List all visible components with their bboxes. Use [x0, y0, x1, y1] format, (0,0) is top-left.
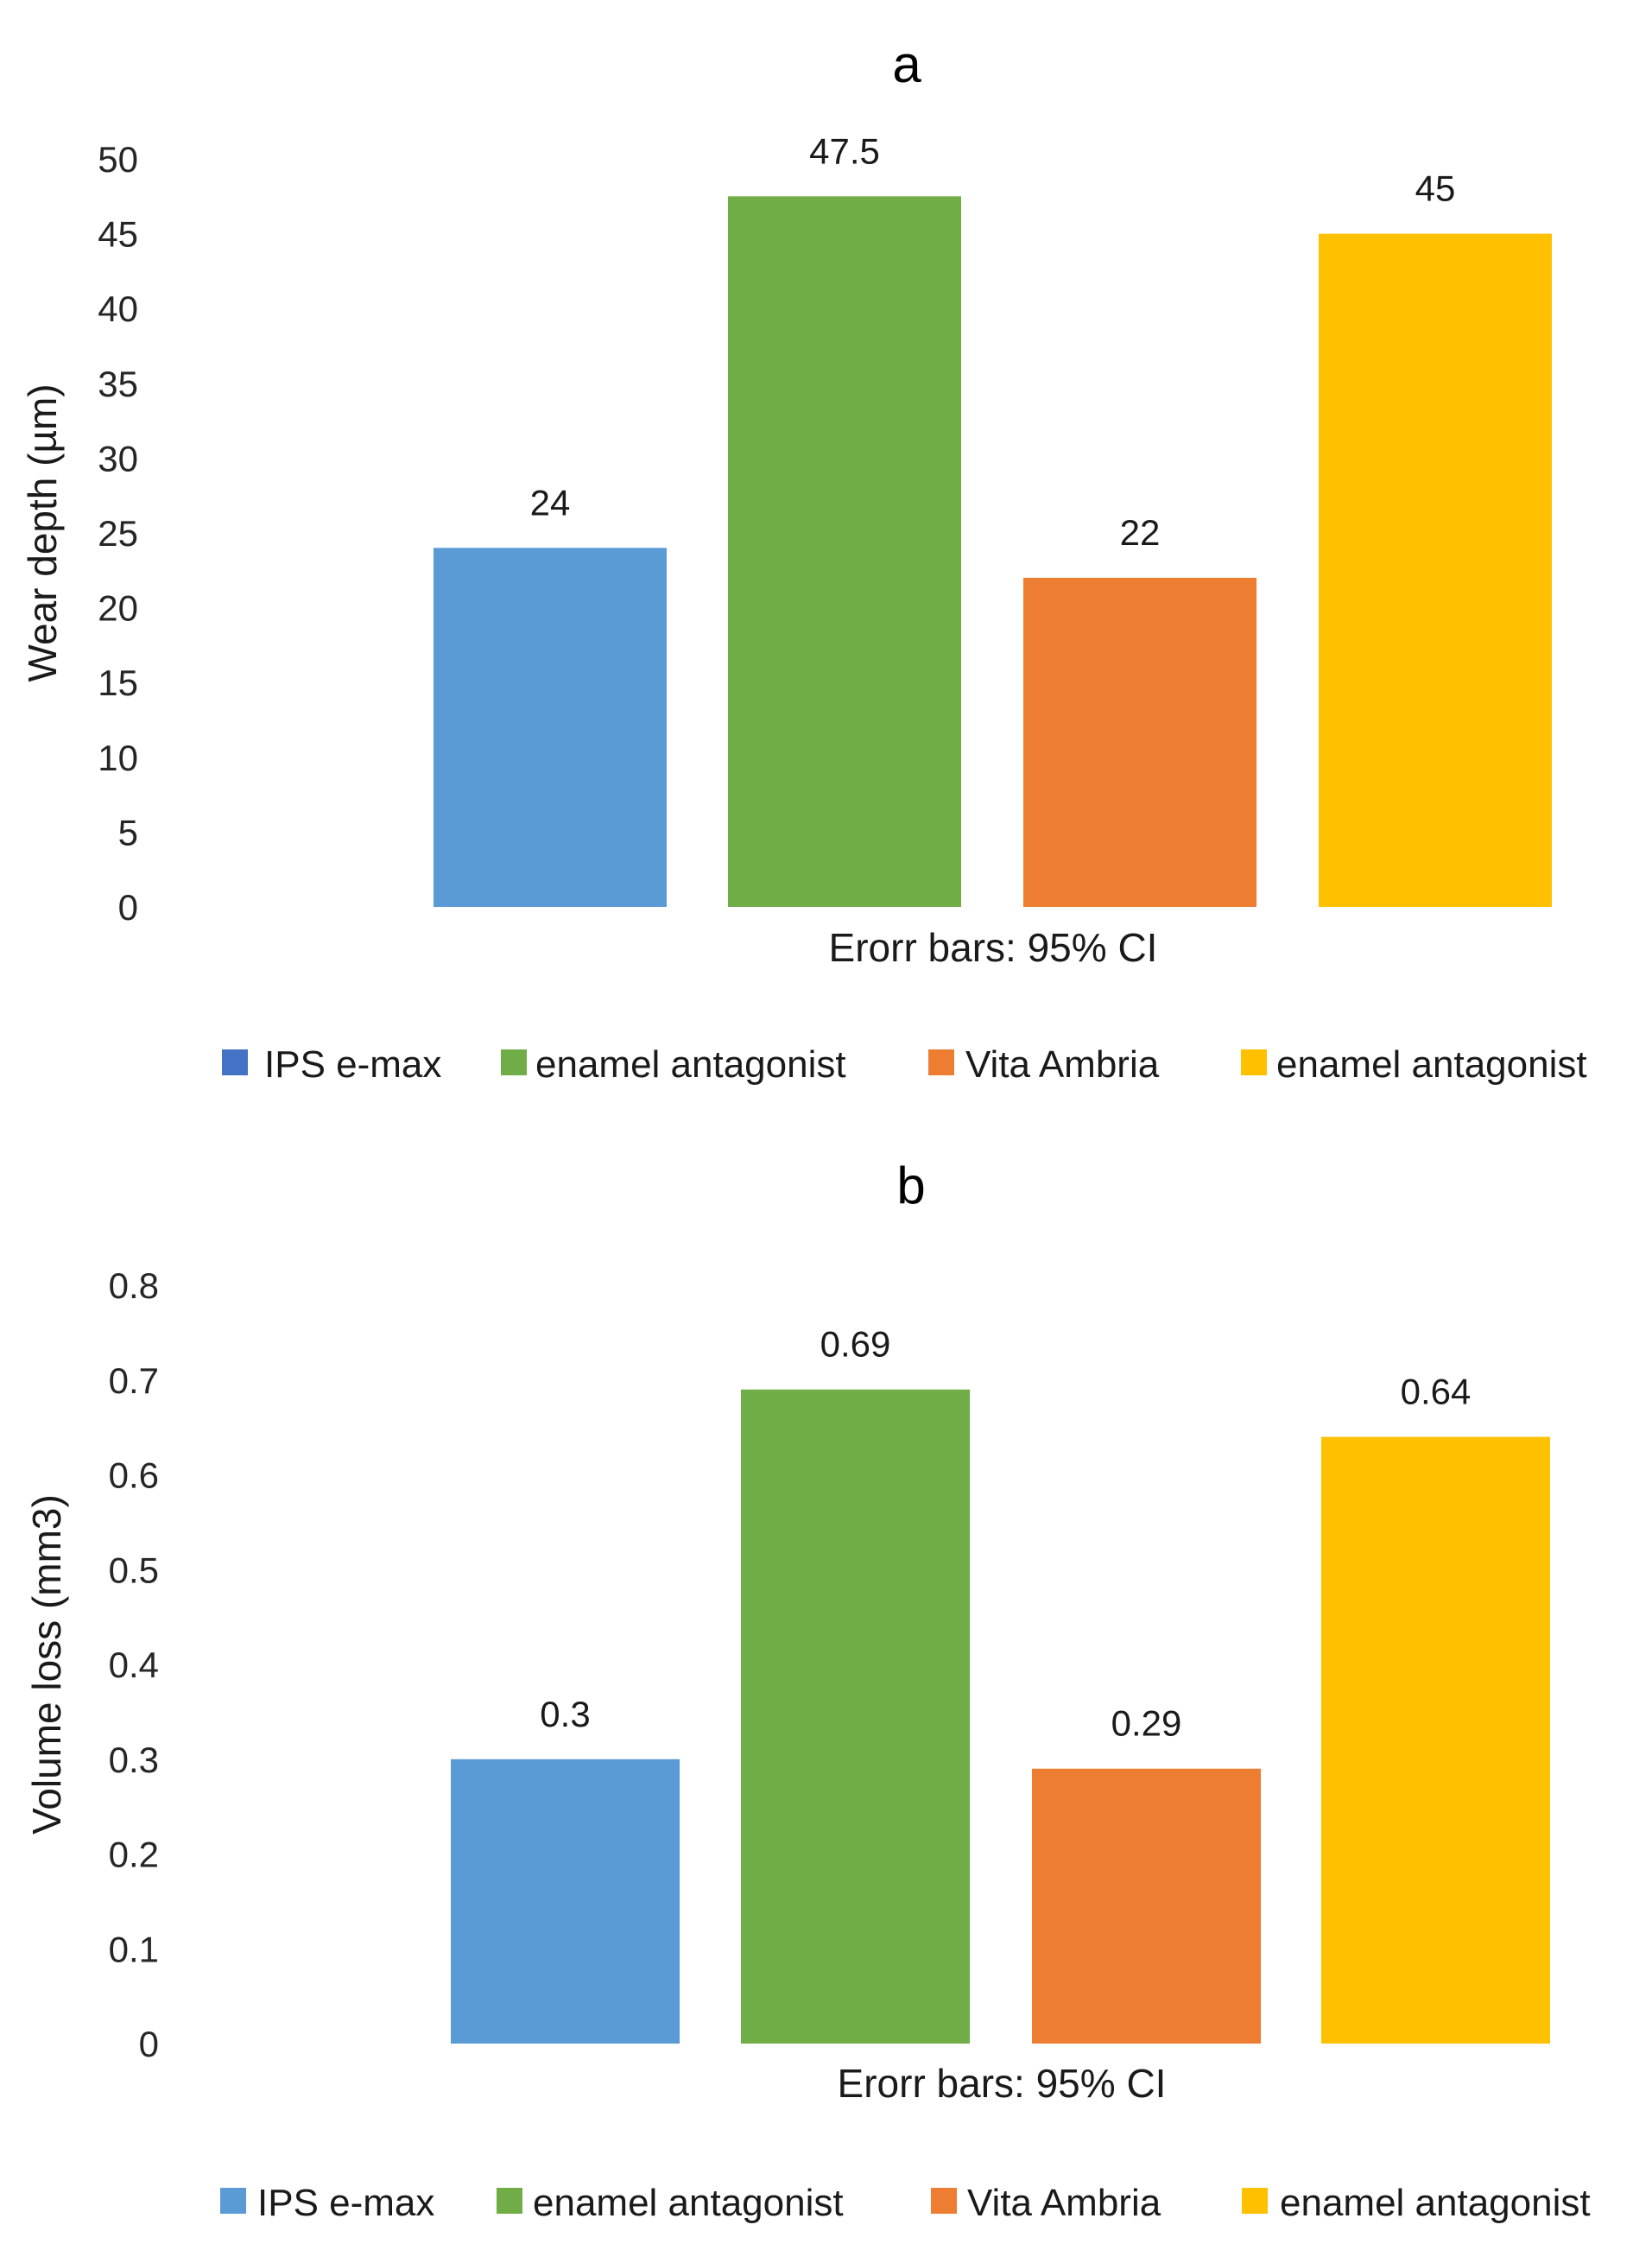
data-label: 22: [1120, 512, 1161, 553]
data-label: 0.69: [820, 1324, 891, 1365]
y-tick-label: 45: [98, 214, 138, 255]
y-tick-label: 0.5: [109, 1550, 159, 1590]
data-label: 0.3: [540, 1694, 590, 1734]
legend-swatch: [222, 1049, 248, 1075]
chart-title: b: [896, 1157, 925, 1214]
y-tick-label: 40: [98, 288, 138, 329]
legend-swatch: [1241, 1049, 1267, 1075]
legend-swatch: [928, 1049, 954, 1075]
y-tick-label: 5: [118, 812, 138, 852]
legend-label: enamel antagonist: [535, 1043, 846, 1086]
bar-3: [1023, 577, 1256, 907]
legend-swatch: [501, 1049, 527, 1075]
y-tick-label: 0.8: [109, 1265, 159, 1306]
bar-2: [741, 1389, 970, 2044]
legend-swatch: [497, 2188, 522, 2214]
y-tick-label: 0.6: [109, 1455, 159, 1496]
data-label: 0.64: [1401, 1372, 1472, 1412]
y-tick-label: 0.3: [109, 1740, 159, 1780]
y-tick-label: 0.1: [109, 1929, 159, 1969]
y-tick-label: 35: [98, 364, 138, 404]
y-tick-label: 0.2: [109, 1835, 159, 1875]
data-label: 24: [530, 482, 571, 523]
x-axis-label: Erorr bars: 95% CI: [838, 2061, 1167, 2106]
data-label: 45: [1415, 168, 1456, 209]
y-axis-label: Wear depth (µm): [20, 383, 65, 681]
y-tick-label: 20: [98, 588, 138, 629]
data-label: 47.5: [809, 130, 880, 171]
y-tick-label: 0: [139, 2024, 159, 2064]
legend-label: Vita Ambria: [965, 1043, 1160, 1086]
legend-swatch: [1242, 2188, 1268, 2214]
bar-4: [1319, 233, 1552, 908]
bar-3: [1032, 1768, 1261, 2044]
chart-panel-a: a 0 5 10 15 20 25 30 35 40 45 50 Wear depth (µm) 24 47…: [20, 35, 1587, 1086]
legend-swatch: [931, 2188, 957, 2214]
y-axis-label: Volume loss (mm3): [24, 1494, 69, 1835]
legend-label: enamel antagonist: [533, 2182, 844, 2224]
legend-swatch: [220, 2188, 246, 2214]
y-tick-label: 10: [98, 738, 138, 778]
bar-1: [434, 548, 667, 907]
legend-label: enamel antagonist: [1280, 2182, 1591, 2224]
bar-4: [1321, 1436, 1550, 2044]
y-tick-label: 0.4: [109, 1645, 159, 1685]
y-tick-label: 0.7: [109, 1360, 159, 1401]
bar-2: [728, 196, 961, 908]
chart-panel-b: b 0 0.1 0.2 0.3 0.4 0.5 0.6 0.7 0.8 Volume loss (m…: [24, 1157, 1591, 2224]
y-tick-label: 15: [98, 662, 138, 703]
legend-label: enamel antagonist: [1276, 1043, 1587, 1086]
y-tick-label: 30: [98, 438, 138, 479]
y-tick-label: 0: [118, 887, 138, 928]
bar-1: [451, 1759, 680, 2044]
y-tick-label: 50: [98, 139, 138, 180]
y-tick-label: 25: [98, 513, 138, 554]
legend-label: IPS e-max: [264, 1043, 441, 1086]
data-label: 0.29: [1111, 1703, 1182, 1744]
legend-label: IPS e-max: [257, 2182, 434, 2224]
legend-label: Vita Ambria: [967, 2182, 1161, 2224]
chart-title: a: [892, 35, 921, 93]
x-axis-label: Erorr bars: 95% CI: [829, 925, 1158, 970]
